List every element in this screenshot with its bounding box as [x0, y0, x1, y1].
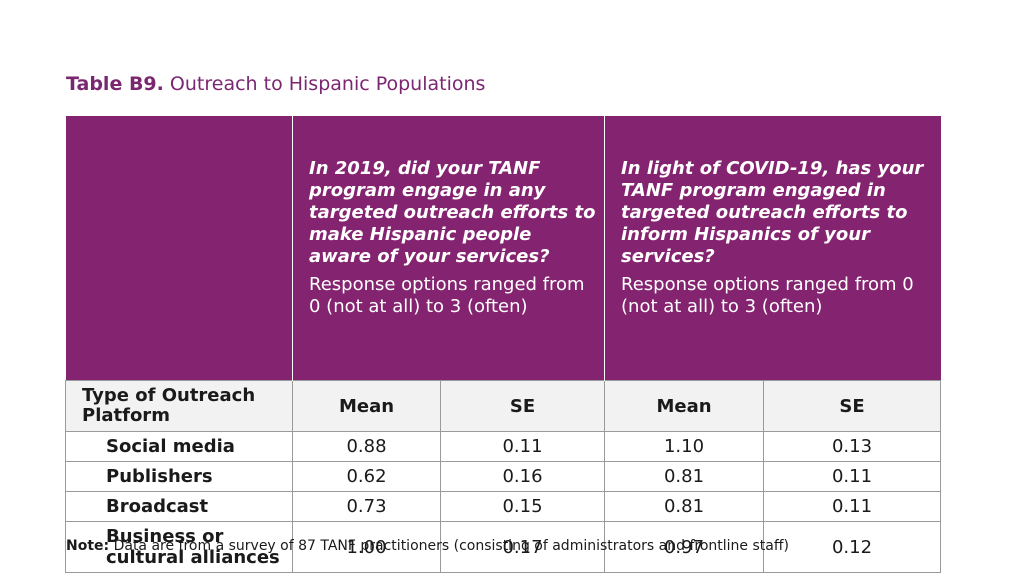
question-covid-note: Response options ranged from 0 (not at a… [621, 274, 914, 317]
table-row: Business or cultural alliances 1.00 0.17… [65, 521, 942, 573]
row-header-label: Type of Outreach Platform [65, 380, 293, 432]
mean-covid-cell: 0.81 [604, 461, 765, 492]
mean-2019-cell: 0.88 [292, 431, 441, 462]
table-footnote: Note: Data are from a survey of 87 TANF … [66, 538, 789, 554]
outreach-table: In 2019, did your TANF program engage in… [65, 116, 942, 573]
table-caption-label: Table B9. [66, 73, 164, 95]
footnote-text: Data are from a survey of 87 TANF practi… [113, 538, 789, 554]
mean-2019-cell: 0.62 [292, 461, 441, 492]
question-2019-note: Response options ranged from 0 (not at a… [309, 274, 585, 317]
mean-covid-cell: 1.10 [604, 431, 765, 462]
footnote-label: Note: [66, 538, 110, 554]
se-2019-cell: 0.11 [439, 431, 606, 462]
se-2019-cell: 0.16 [439, 461, 606, 492]
question-header-row: In 2019, did your TANF program engage in… [65, 116, 941, 381]
mean-covid-cell: 0.81 [604, 491, 765, 522]
row-label: Publishers [65, 461, 293, 492]
se-covid-cell: 0.13 [763, 431, 942, 462]
se-covid-cell: 0.11 [763, 491, 942, 522]
se-2019-cell: 0.15 [439, 491, 606, 522]
row-label: Business or cultural alliances [65, 521, 293, 573]
table-caption-title: Outreach to Hispanic Populations [169, 73, 486, 95]
row-label: Broadcast [65, 491, 293, 522]
question-2019-header: In 2019, did your TANF program engage in… [291, 116, 605, 381]
question-covid-header: In light of COVID-19, has your TANF prog… [604, 116, 941, 381]
column-header-row: Type of Outreach Platform Mean SE Mean S… [65, 380, 942, 432]
row-label: Social media [65, 431, 293, 462]
question-covid-text: In light of COVID-19, has your TANF prog… [621, 158, 924, 267]
question-2019-text: In 2019, did your TANF program engage in… [309, 158, 596, 267]
se-2019-header: SE [439, 380, 606, 432]
mean-2019-cell: 1.00 [292, 521, 441, 573]
mean-2019-cell: 0.73 [292, 491, 441, 522]
table-row: Publishers 0.62 0.16 0.81 0.11 [65, 461, 942, 492]
se-2019-cell: 0.17 [439, 521, 606, 573]
empty-corner-cell [65, 116, 293, 381]
table-caption: Table B9. Outreach to Hispanic Populatio… [66, 73, 485, 95]
se-covid-cell: 0.11 [763, 461, 942, 492]
mean-2019-header: Mean [292, 380, 441, 432]
mean-covid-header: Mean [604, 380, 765, 432]
table-row: Social media 0.88 0.11 1.10 0.13 [65, 431, 942, 462]
mean-covid-cell: 0.97 [604, 521, 765, 573]
table-row: Broadcast 0.73 0.15 0.81 0.11 [65, 491, 942, 522]
se-covid-cell: 0.12 [763, 521, 942, 573]
se-covid-header: SE [763, 380, 942, 432]
